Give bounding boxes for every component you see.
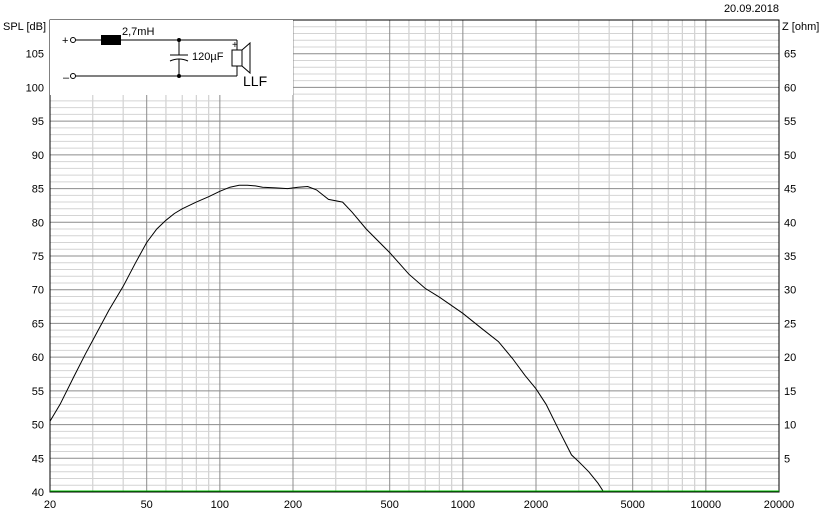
y-tick-label: 40 (32, 487, 44, 499)
series-line-0 (49, 184, 605, 493)
y-tick-label: 95 (32, 116, 44, 128)
y-tick-label: 85 (32, 184, 44, 196)
y-tick-label: 80 (32, 217, 44, 229)
x-tick-label: 20000 (764, 499, 795, 511)
minus-terminal-label: – (63, 72, 70, 84)
x-tick-label: 200 (284, 499, 302, 511)
series-layer (49, 184, 779, 493)
x-tick-label: 20 (44, 499, 56, 511)
x-tick-label: 1000 (451, 499, 475, 511)
x-tick-label: 100 (211, 499, 229, 511)
date-label: 20.09.2018 (723, 3, 779, 15)
y2-tick-label: 10 (784, 420, 796, 432)
y-tick-label: 45 (32, 453, 44, 465)
y-tick-label: 50 (32, 420, 44, 432)
y-tick-label: 90 (32, 150, 44, 162)
y2-tick-label: 50 (784, 150, 796, 162)
inductor-label: 2,7mH (122, 26, 154, 38)
y-tick-label: 105 (26, 49, 44, 61)
y2-tick-label: 30 (784, 285, 796, 297)
y-tick-label: 100 (26, 82, 44, 94)
y-tick-label: 60 (32, 352, 44, 364)
y2-tick-label: 35 (784, 251, 796, 263)
y2-tick-label: 15 (784, 386, 796, 398)
y2-tick-label: 5 (784, 453, 790, 465)
y2-axis-label: Z [ohm] (782, 21, 819, 33)
x-tick-label: 50 (141, 499, 153, 511)
y-tick-label: 75 (32, 251, 44, 263)
y-tick-label: 70 (32, 285, 44, 297)
y2-tick-label: 40 (784, 217, 796, 229)
crossover-schematic: + – 2,7mH 120µF + LLF (50, 20, 293, 95)
schematic-background (50, 20, 293, 95)
speaker-cone-icon (241, 41, 251, 75)
y-tick-label: 65 (32, 318, 44, 330)
capacitor-label: 120µF (192, 51, 224, 63)
x-tick-label: 2000 (524, 499, 548, 511)
minus-terminal (70, 73, 76, 79)
x-tick-label: 10000 (691, 499, 722, 511)
y-axis-label: SPL [dB] (3, 21, 46, 33)
y-tick-label: 55 (32, 386, 44, 398)
y2-tick-label: 20 (784, 352, 796, 364)
inductor-symbol (101, 35, 121, 45)
x-tick-label: 5000 (620, 499, 644, 511)
driver-name: LLF (243, 73, 267, 89)
plus-terminal-label: + (62, 35, 68, 47)
y2-tick-label: 60 (784, 82, 796, 94)
y2-tick-label: 45 (784, 184, 796, 196)
x-tick-labels: 20 50 100 200 500 1000 2000 5000 10000 20000 (44, 499, 794, 511)
y2-tick-label: 65 (784, 49, 796, 61)
plus-terminal (70, 37, 76, 43)
y-tick-labels: 45 50 55 60 65 70 75 80 85 90 95 100 105 40 (26, 49, 44, 499)
y2-tick-label: 25 (784, 318, 796, 330)
speaker-symbol (231, 49, 243, 67)
y2-tick-labels: 5 10 15 20 25 30 35 40 45 50 55 60 65 (784, 49, 796, 466)
x-tick-label: 500 (381, 499, 399, 511)
speaker-plus-label: + (232, 40, 238, 51)
y2-tick-label: 55 (784, 116, 796, 128)
plot-frame (49, 19, 780, 493)
